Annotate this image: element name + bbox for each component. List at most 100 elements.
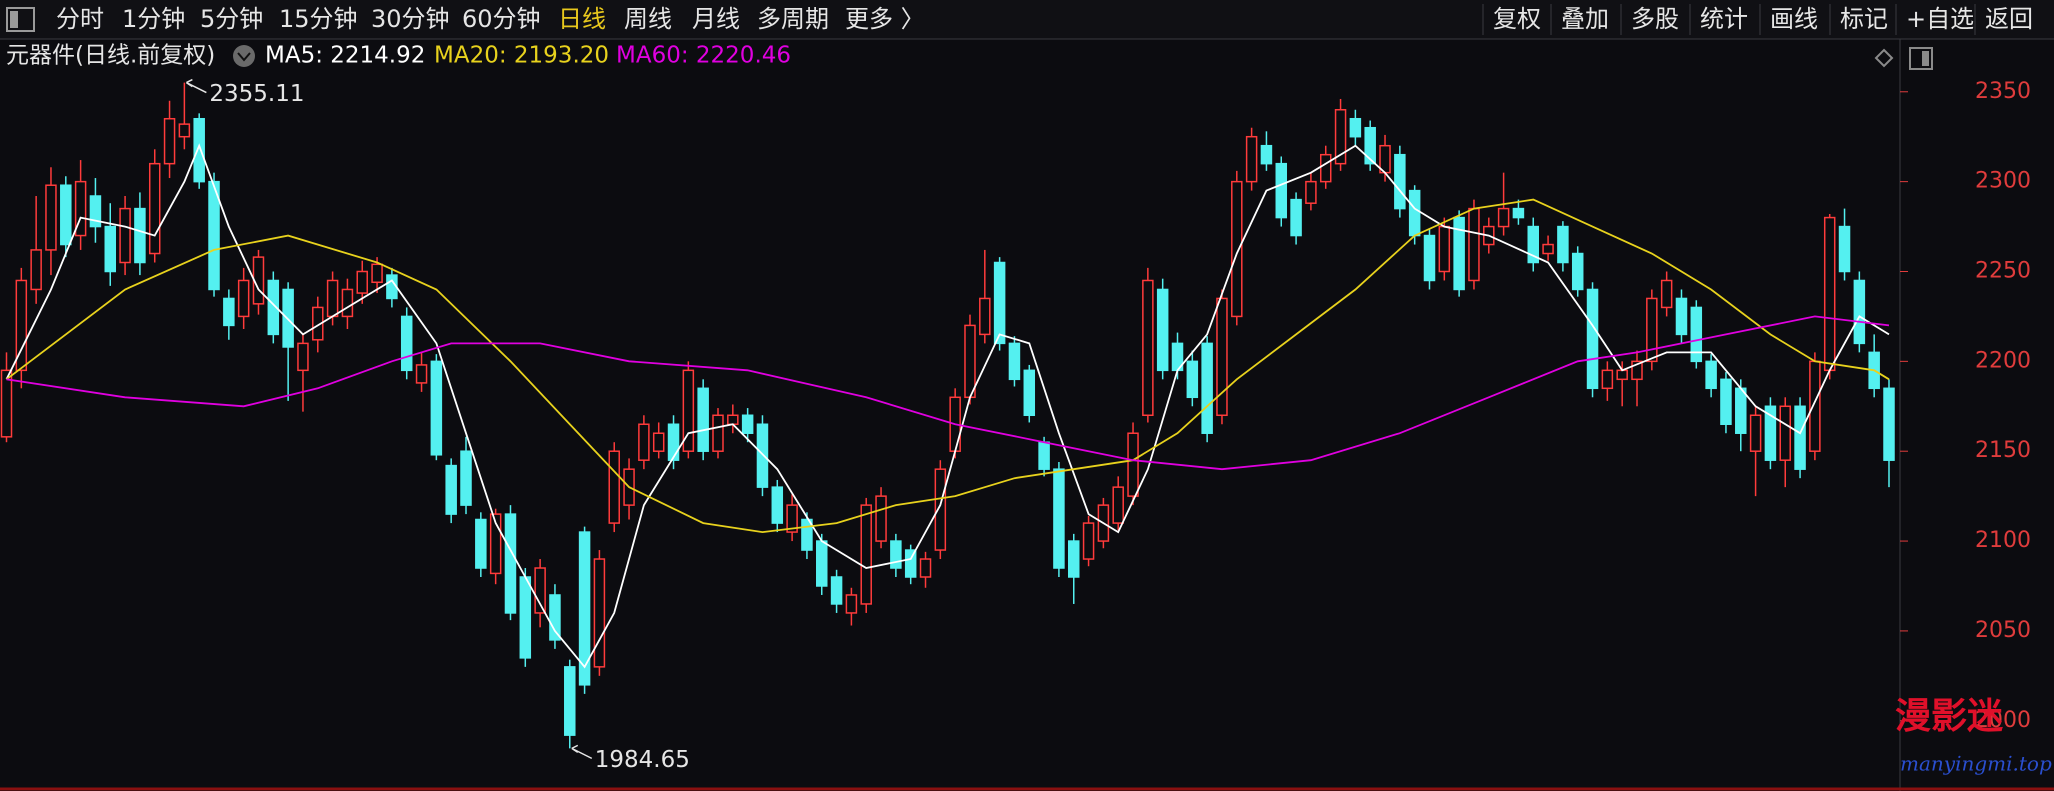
candle-body <box>1290 198 1302 237</box>
candle-body <box>1349 117 1362 138</box>
candle-body <box>786 504 798 533</box>
toolbar-item[interactable]: +自选 <box>1906 5 1974 33</box>
toolbar-item[interactable]: 多股 <box>1631 5 1679 33</box>
toolbar-item[interactable]: 标记 <box>1840 5 1888 33</box>
toolbar-item[interactable]: 画线 <box>1770 5 1818 33</box>
candle-body <box>1660 279 1673 309</box>
candle-body <box>741 414 754 434</box>
toolbar-item[interactable]: 60分钟 <box>462 5 541 33</box>
candle-body <box>875 495 887 542</box>
toolbar-item[interactable]: 周线 <box>624 5 672 33</box>
candle-body <box>371 263 383 284</box>
toolbar-item[interactable]: 日线 <box>558 5 606 33</box>
candle-body <box>1512 207 1525 219</box>
toolbar-item[interactable]: 1分钟 <box>122 5 185 33</box>
candle-body <box>1749 414 1762 452</box>
candle-body <box>697 387 709 452</box>
legend-entry: MA20: 2193.20 <box>434 43 609 69</box>
candle-body <box>104 225 117 273</box>
candle-body <box>1883 387 1895 461</box>
candle-body <box>816 540 828 587</box>
toolbar-item[interactable]: 多周期 <box>757 5 829 33</box>
candle-body <box>267 279 280 336</box>
sidebar-toggle-fill <box>10 11 18 28</box>
candle-body <box>1527 225 1540 264</box>
y-tick-label: 2300 <box>1975 169 2031 194</box>
candle-body <box>1142 279 1154 417</box>
candle-body <box>208 180 220 291</box>
candle-body <box>0 369 13 438</box>
toolbar-item[interactable]: 更多 〉 <box>845 5 925 33</box>
candle-body <box>904 549 917 578</box>
candle-body <box>1305 180 1317 204</box>
candle-body <box>445 464 457 515</box>
candle-body <box>1646 297 1658 363</box>
candle-body <box>1216 297 1228 417</box>
dropdown-arrow <box>237 52 251 62</box>
candle-body <box>919 558 932 578</box>
toolbar-item[interactable]: 统计 <box>1700 5 1748 33</box>
candle-body <box>564 666 576 736</box>
candle-body <box>964 324 976 399</box>
y-tick-label: 2200 <box>1975 348 2031 373</box>
toolbar-item[interactable]: 分时 <box>56 5 104 33</box>
candle-body <box>1156 288 1169 372</box>
title-dropdown[interactable] <box>233 45 255 67</box>
toolbar-item[interactable]: 返回 <box>1985 5 2033 33</box>
diamond-icon[interactable] <box>1874 48 1894 68</box>
candle-body <box>1838 225 1851 273</box>
candle-body <box>1023 369 1036 417</box>
candle-body <box>223 297 235 327</box>
toolbar-item[interactable]: 30分钟 <box>371 5 450 33</box>
sidebar-toggle[interactable] <box>6 7 35 32</box>
ma-line <box>5 198 1890 534</box>
candle-body <box>712 414 724 452</box>
candle-body <box>1616 369 1628 381</box>
toolbar-item[interactable]: 复权 <box>1493 5 1541 33</box>
candle-body <box>178 123 191 138</box>
candle-body <box>608 450 620 524</box>
candle-body <box>1319 153 1332 183</box>
candle-body <box>534 567 546 614</box>
candle-body <box>1764 405 1777 461</box>
candle-body <box>1038 441 1050 470</box>
candle-body <box>134 207 146 264</box>
toolbar-item[interactable]: 15分钟 <box>279 5 358 33</box>
candle-body <box>1557 225 1569 264</box>
plot: 2000 2050 2100 2150 2200 2250 2300 2350 2355.11 1… <box>0 79 2031 773</box>
candle-body <box>60 184 72 246</box>
candle-body <box>1082 522 1095 560</box>
toolbar-item[interactable]: 月线 <box>692 5 740 33</box>
candle-body <box>504 513 517 614</box>
candle-body <box>771 486 784 524</box>
candle-body <box>1186 360 1199 399</box>
candle-body <box>549 594 561 641</box>
candle-body <box>1112 486 1124 524</box>
candle-body <box>74 180 87 237</box>
candle-body <box>15 279 28 372</box>
panel-icon-fill <box>1922 51 1929 66</box>
candle-body <box>1601 369 1614 390</box>
candle-body <box>1571 252 1584 291</box>
legend-entry: MA5: 2214.92 <box>265 43 425 69</box>
toolbar-item[interactable]: 5分钟 <box>200 5 263 33</box>
candle-body <box>801 518 813 551</box>
candle-body <box>519 576 532 659</box>
candle-body <box>756 423 769 488</box>
candle-body <box>1275 162 1288 219</box>
toolbar-item[interactable]: 叠加 <box>1561 5 1609 33</box>
candle-body <box>89 195 102 228</box>
candle-body <box>1394 153 1406 210</box>
panel-icon[interactable] <box>1909 47 1933 70</box>
candle-body <box>593 558 606 668</box>
candle-body <box>993 261 1006 345</box>
candle-body <box>860 504 872 605</box>
candle-body <box>1201 342 1213 434</box>
y-tick-label: 2050 <box>1975 618 2031 643</box>
candle-body <box>682 369 695 452</box>
extreme-arrow <box>571 744 593 760</box>
candle-body <box>326 279 339 318</box>
candle-body <box>1497 207 1510 228</box>
